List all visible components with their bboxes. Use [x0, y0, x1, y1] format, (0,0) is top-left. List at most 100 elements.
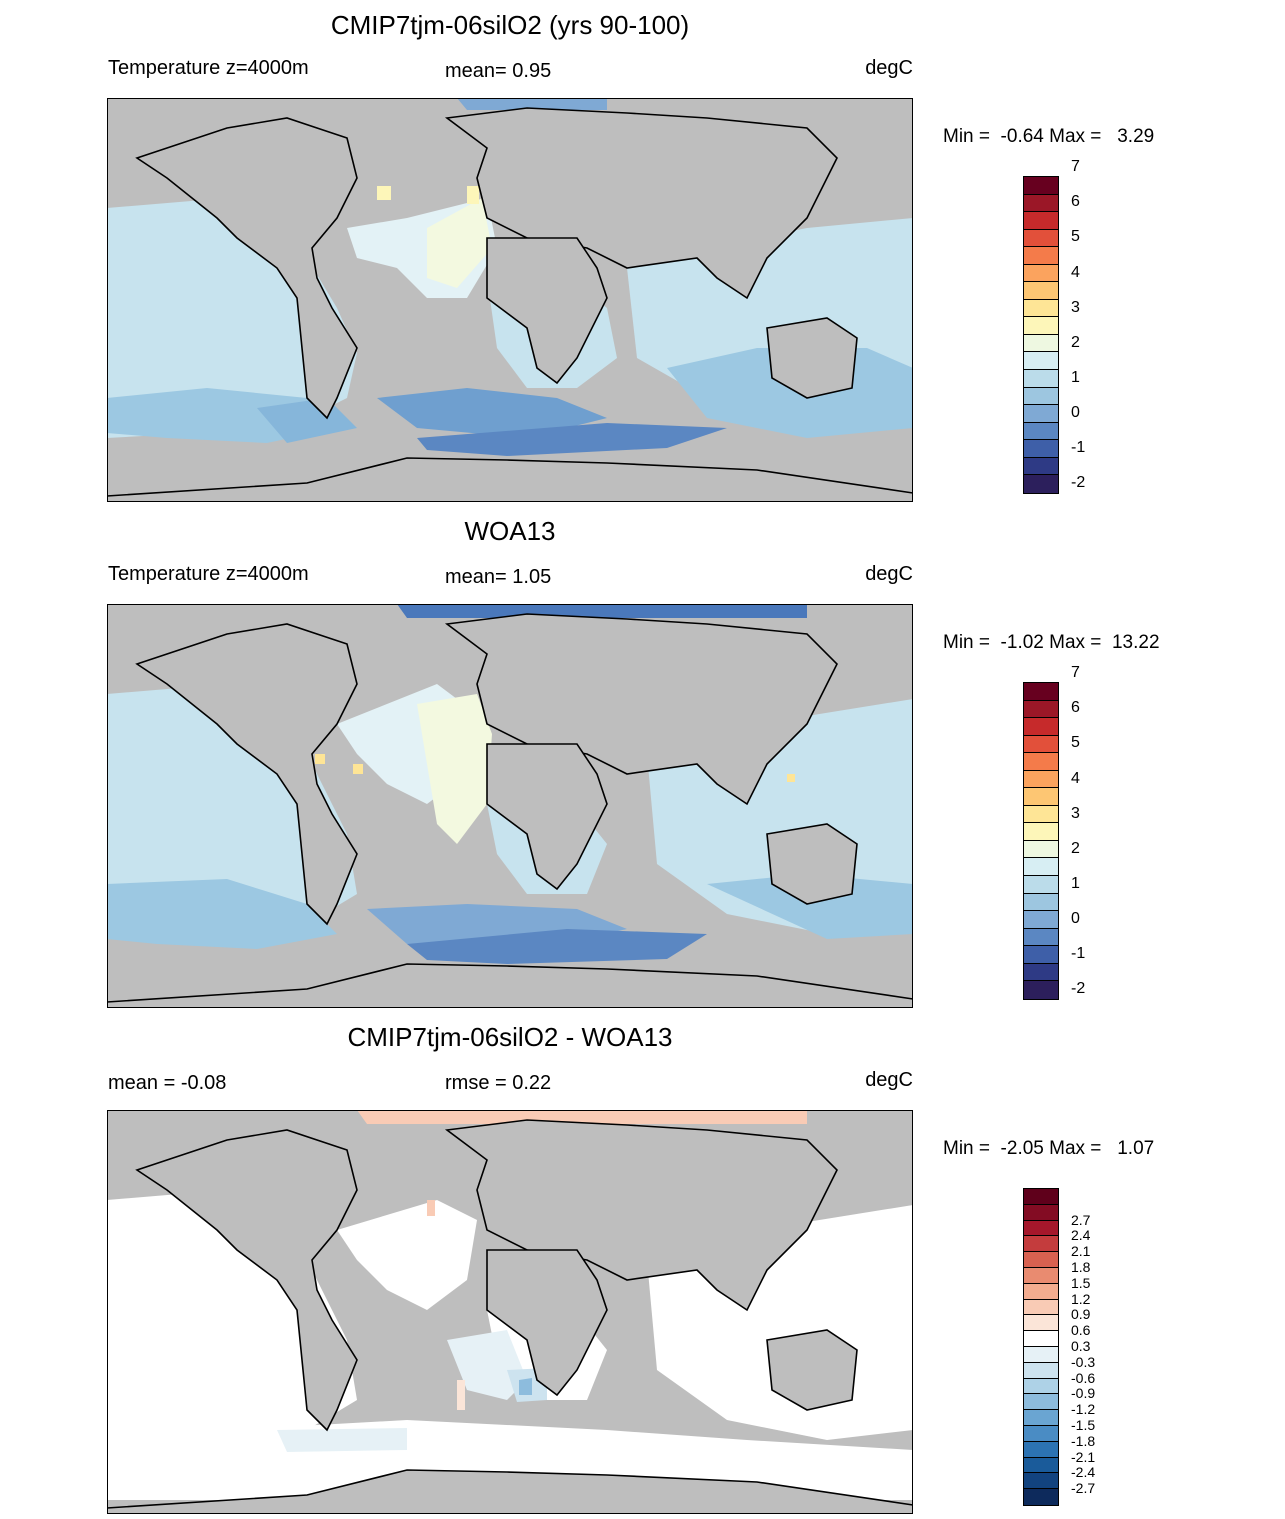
panel-title: CMIP7tjm-06silO2 (yrs 90-100): [330, 10, 690, 40]
mean-label: mean= 1.05: [445, 566, 552, 588]
colorbar-swatch: [1024, 229, 1058, 248]
units-label: degC: [865, 563, 913, 585]
diff-mean-label: mean = -0.08: [108, 1072, 227, 1094]
units-label: degC: [865, 1069, 913, 1091]
colorbar-tick-label: 5: [1071, 734, 1080, 752]
colorbar-swatch: [1024, 700, 1058, 719]
colorbar-swatch: [1024, 1299, 1058, 1316]
colorbar-swatch: [1024, 334, 1058, 353]
colorbar-tick-label: -1.8: [1071, 1432, 1096, 1449]
world-map: [107, 98, 913, 502]
colorbar-tick-label: -1: [1071, 945, 1086, 963]
colorbar-tick-label: 5: [1071, 228, 1080, 246]
colorbar: [1023, 1188, 1059, 1506]
colorbar-swatch: [1024, 1394, 1058, 1411]
colorbar-swatch: [1024, 770, 1058, 789]
colorbar-swatch: [1024, 440, 1058, 458]
colorbar-swatch: [1024, 264, 1058, 283]
colorbar-swatch: [1024, 405, 1058, 423]
colorbar-swatch: [1024, 1441, 1058, 1458]
colorbar-tick-label: 0.6: [1071, 1322, 1091, 1339]
colorbar-swatch: [1024, 1220, 1058, 1237]
colorbar-swatch: [1024, 893, 1058, 912]
minmax-label: Min = -0.64 Max = 3.29: [943, 126, 1155, 147]
colorbar: [1023, 176, 1059, 494]
colorbar-swatch: [1024, 1315, 1058, 1332]
colorbar-tick-label: -1.2: [1071, 1401, 1096, 1418]
colorbar-swatch: [1024, 946, 1058, 964]
colorbar-swatch: [1024, 840, 1058, 859]
colorbar-tick-label: 0.3: [1071, 1338, 1091, 1354]
colorbar-tick-label: 6: [1071, 699, 1080, 717]
colorbar-swatch: [1024, 1267, 1058, 1284]
colorbar-swatch: [1024, 735, 1058, 754]
colorbar-swatch: [1024, 718, 1058, 736]
world-map: [107, 1110, 913, 1514]
colorbar-swatch: [1024, 1252, 1058, 1268]
world-map: [107, 604, 913, 1008]
mean-label: mean= 0.95: [445, 60, 552, 82]
colorbar-tick-label: -2: [1071, 980, 1086, 998]
colorbar-swatch: [1024, 683, 1058, 701]
colorbar-tick-label: 2.4: [1071, 1227, 1091, 1244]
colorbar-swatch: [1024, 963, 1058, 982]
colorbar-swatch: [1024, 212, 1058, 230]
colorbar-swatch: [1024, 1189, 1058, 1205]
colorbar-swatch: [1024, 1425, 1058, 1442]
colorbar-swatch: [1024, 1378, 1058, 1395]
colorbar-tick-label: -2.1: [1071, 1448, 1096, 1465]
colorbar-tick-label: 1.5: [1071, 1274, 1091, 1291]
colorbar-swatch: [1024, 823, 1058, 841]
colorbar-swatch: [1024, 352, 1058, 371]
variable-label: Temperature z=4000m: [108, 57, 309, 79]
colorbar-swatch: [1024, 981, 1058, 999]
colorbar-tick-label: 2: [1071, 839, 1080, 857]
colorbar-tick-label: 0.9: [1071, 1306, 1091, 1323]
colorbar-swatch: [1024, 1236, 1058, 1253]
panel-title: WOA13: [464, 516, 556, 546]
colorbar-tick-label: -2.4: [1071, 1464, 1096, 1481]
colorbar-tick-label: 7: [1071, 158, 1080, 176]
colorbar-swatch: [1024, 1204, 1058, 1221]
colorbar-swatch: [1024, 422, 1058, 441]
colorbar-tick-label: 3: [1071, 298, 1080, 316]
colorbar-swatch: [1024, 876, 1058, 894]
colorbar-tick-label: -2: [1071, 474, 1086, 492]
colorbar-swatch: [1024, 911, 1058, 929]
colorbar-swatch: [1024, 805, 1058, 824]
colorbar-swatch: [1024, 475, 1058, 493]
colorbar-tick-label: 1.2: [1071, 1290, 1091, 1307]
rmse-label: rmse = 0.22: [445, 1072, 552, 1094]
colorbar-swatch: [1024, 1346, 1058, 1363]
colorbar-tick-label: 1.8: [1071, 1259, 1091, 1275]
colorbar-tick-label: -0.3: [1071, 1353, 1096, 1370]
colorbar-swatch: [1024, 317, 1058, 335]
colorbar-tick-label: 6: [1071, 193, 1080, 211]
colorbar-tick-label: -1: [1071, 439, 1086, 457]
colorbar-tick-label: 2.1: [1071, 1243, 1091, 1260]
colorbar-swatch: [1024, 1410, 1058, 1426]
colorbar-tick-label: -0.6: [1071, 1369, 1096, 1386]
colorbar-swatch: [1024, 928, 1058, 947]
colorbar-tick-label: -0.9: [1071, 1385, 1096, 1402]
colorbar-swatch: [1024, 1457, 1058, 1474]
colorbar-tick-label: 7: [1071, 664, 1080, 682]
colorbar-swatch: [1024, 299, 1058, 318]
minmax-label: Min = -2.05 Max = 1.07: [943, 1138, 1155, 1159]
colorbar-swatch: [1024, 194, 1058, 213]
colorbar-tick-label: 2: [1071, 333, 1080, 351]
variable-label: Temperature z=4000m: [108, 563, 309, 585]
colorbar-tick-label: 3: [1071, 804, 1080, 822]
units-label: degC: [865, 57, 913, 79]
colorbar-tick-label: 4: [1071, 769, 1080, 787]
colorbar-swatch: [1024, 387, 1058, 406]
colorbar-swatch: [1024, 1331, 1058, 1347]
colorbar-swatch: [1024, 247, 1058, 265]
colorbar-tick-label: 0: [1071, 404, 1080, 421]
colorbar-tick-label: 0: [1071, 910, 1080, 927]
colorbar: [1023, 682, 1059, 1000]
colorbar-tick-label: 2.7: [1071, 1211, 1091, 1228]
colorbar-tick-label: 1: [1071, 874, 1080, 892]
colorbar-swatch: [1024, 370, 1058, 388]
colorbar-swatch: [1024, 457, 1058, 476]
